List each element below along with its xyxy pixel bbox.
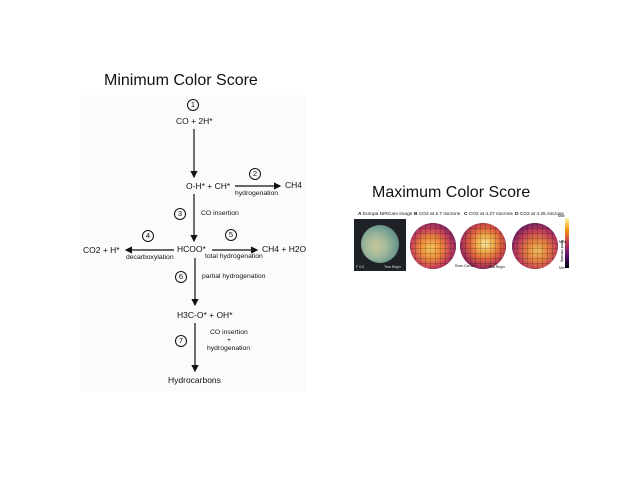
step-6-marker: 6 <box>175 271 187 283</box>
panel-c-right-note: Tara Regio <box>488 265 505 269</box>
colorbar-max: Max <box>558 214 565 218</box>
panel-a-region-note: Tara Regio <box>384 265 401 269</box>
panel-c-header: C CO2 at 4.27 microns <box>464 212 513 217</box>
panel-c-map <box>460 223 506 269</box>
europa-disc <box>361 225 399 263</box>
colorbar-min: Min <box>559 266 565 270</box>
step-3-marker: 3 <box>174 208 186 220</box>
panel-a-image: F 0.5 Tara Regio <box>354 219 406 271</box>
node-h3co-oh: H3C-O* + OH* <box>177 310 233 320</box>
colorbar-label: Band intensity <box>560 240 564 262</box>
panel-d-map <box>512 223 558 269</box>
node-ch4-top: CH4 <box>285 180 303 190</box>
node-oh-ch: O-H* + CH* <box>186 181 231 191</box>
label-partial-hydrogenation: partial hydrogenation <box>202 273 266 280</box>
diagram-arrows <box>124 129 282 373</box>
node-co-2h: CO + 2H* <box>176 116 213 126</box>
label-decarboxylation: decarboxylation <box>126 254 174 261</box>
step-7-marker: 7 <box>175 335 187 347</box>
step-2-marker: 2 <box>249 168 261 180</box>
right-panel-title: Maximum Color Score <box>372 184 531 201</box>
node-co2-h: CO2 + H* <box>83 245 120 255</box>
step-4-marker: 4 <box>142 230 154 242</box>
colorbar <box>565 218 569 268</box>
panel-c-left-note: Ross Corner <box>455 264 475 268</box>
label-hydrogenation: hydrogenation <box>235 190 279 197</box>
reaction-pathway-diagram: 1 CO + 2H* 2 O-H* + CH* CH4 hydrogenatio… <box>80 95 306 391</box>
colorbar-med: Med <box>559 240 566 244</box>
label-plus: + <box>227 337 231 344</box>
panel-b-header: B CO2 at 2.7 microns <box>414 212 461 217</box>
label-total-hydrogenation: total hydrogenation <box>205 253 263 260</box>
step-5-marker: 5 <box>225 229 237 241</box>
label-hydrogenation-2: hydrogenation <box>207 345 251 352</box>
europa-image-figure: A Europa NIRCam image B CO2 at 2.7 micro… <box>354 210 576 272</box>
panel-d-header: D CO2 at 4.25 microns <box>515 212 564 217</box>
node-hydrocarbons: Hydrocarbons <box>168 375 221 385</box>
panel-a-scale-note: F 0.5 <box>356 265 364 269</box>
label-co-insertion: CO insertion <box>201 210 239 217</box>
node-hcoo: HCOO* <box>177 244 206 254</box>
step-1-marker: 1 <box>187 99 199 111</box>
node-ch4-h2o: CH4 + H2O <box>262 244 307 254</box>
left-panel-title: Minimum Color Score <box>104 72 258 89</box>
label-co-insertion-line1: CO insertion <box>210 329 248 336</box>
panel-b-map <box>410 223 456 269</box>
panel-a-header: A Europa NIRCam image <box>358 212 413 217</box>
